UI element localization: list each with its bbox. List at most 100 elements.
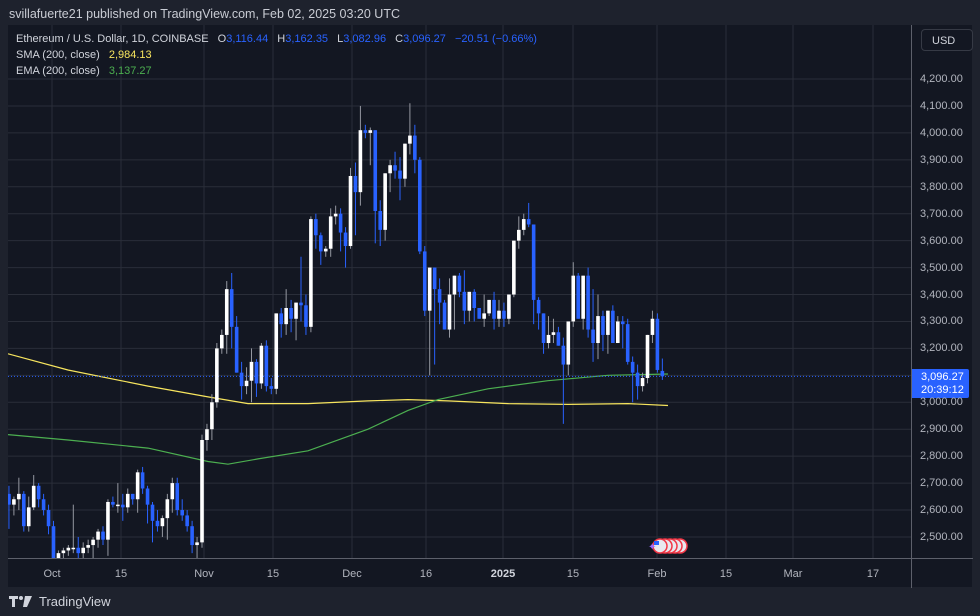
candle[interactable] (403, 143, 407, 187)
candle[interactable] (378, 200, 382, 247)
candle[interactable] (437, 278, 442, 325)
candle[interactable] (660, 358, 665, 380)
candle[interactable] (244, 367, 249, 395)
candle[interactable] (130, 493, 135, 505)
candle[interactable] (8, 485, 11, 529)
candle[interactable] (91, 536, 95, 558)
candle[interactable] (61, 547, 66, 558)
candle[interactable] (333, 205, 338, 225)
candle[interactable] (432, 267, 437, 365)
candle[interactable] (422, 246, 427, 317)
candle[interactable] (309, 216, 313, 333)
candle[interactable] (393, 151, 397, 179)
candle[interactable] (165, 493, 170, 540)
candle[interactable] (507, 294, 511, 325)
candle[interactable] (155, 510, 160, 532)
candle[interactable] (224, 281, 229, 354)
candle[interactable] (348, 167, 353, 249)
candle[interactable] (22, 491, 26, 532)
candle[interactable] (26, 496, 31, 532)
candle[interactable] (650, 310, 655, 344)
candle[interactable] (56, 550, 61, 558)
candle[interactable] (616, 316, 620, 344)
economic-events-icon[interactable]: ✦ (648, 538, 688, 554)
candle[interactable] (210, 394, 214, 440)
candle[interactable] (655, 313, 660, 373)
symbol-legend-row[interactable]: Ethereum / U.S. Dollar, 1D, COINBASE O3,… (16, 31, 537, 47)
currency-button[interactable]: USD (921, 29, 973, 51)
candle[interactable] (571, 262, 576, 327)
tradingview-brand[interactable]: TradingView (9, 594, 111, 609)
candle[interactable] (304, 294, 308, 335)
candle[interactable] (150, 501, 155, 543)
candle[interactable] (343, 227, 348, 268)
candle[interactable] (363, 124, 368, 139)
candle[interactable] (353, 162, 358, 236)
candle[interactable] (383, 173, 387, 241)
candle[interactable] (215, 343, 219, 408)
candle[interactable] (640, 372, 645, 392)
candle[interactable] (220, 329, 224, 354)
candle[interactable] (497, 299, 501, 327)
candle[interactable] (229, 272, 234, 349)
candle[interactable] (274, 313, 279, 395)
candle[interactable] (576, 272, 580, 319)
candle[interactable] (591, 289, 595, 362)
candle[interactable] (175, 477, 180, 516)
candle[interactable] (457, 272, 462, 298)
candle[interactable] (541, 313, 546, 354)
candle[interactable] (645, 334, 650, 384)
candle[interactable] (17, 477, 21, 511)
candle[interactable] (259, 343, 264, 389)
candle[interactable] (145, 485, 150, 524)
candle[interactable] (551, 318, 556, 344)
candle[interactable] (111, 496, 115, 508)
candle[interactable] (190, 520, 194, 554)
candle[interactable] (46, 504, 51, 535)
candle[interactable] (170, 477, 175, 513)
candle[interactable] (630, 356, 635, 403)
candle[interactable] (81, 542, 85, 558)
candle[interactable] (328, 208, 333, 257)
candle[interactable] (319, 232, 323, 265)
candle[interactable] (561, 337, 566, 424)
candle[interactable] (452, 275, 457, 330)
candle[interactable] (249, 348, 254, 403)
price-axis[interactable]: USD 3,096.27 20:39:12 4,200.00 4,100.00 4,… (911, 25, 973, 558)
candle[interactable] (556, 326, 561, 346)
candle[interactable] (625, 318, 630, 365)
candle[interactable] (195, 536, 199, 558)
candle[interactable] (121, 493, 125, 521)
candle[interactable] (116, 483, 120, 513)
candle[interactable] (477, 307, 481, 319)
candle[interactable] (512, 240, 516, 298)
chart-plot-area[interactable]: ✦ Ethereum / U.S. Dollar, 1D, COINBASE O… (8, 25, 911, 558)
candle[interactable] (482, 294, 486, 327)
candle[interactable] (418, 157, 422, 255)
ema-legend-row[interactable]: EMA (200, close) 3,137.27 (16, 63, 537, 79)
candle[interactable] (86, 539, 90, 554)
candle[interactable] (502, 302, 506, 327)
candle[interactable] (566, 321, 571, 376)
candle[interactable] (185, 510, 189, 532)
candle[interactable] (96, 528, 100, 548)
candle[interactable] (531, 224, 536, 325)
candle[interactable] (36, 483, 41, 508)
candle[interactable] (279, 307, 283, 338)
candle[interactable] (294, 302, 298, 341)
candle[interactable] (299, 256, 303, 322)
candle[interactable] (596, 294, 600, 360)
candle[interactable] (586, 267, 590, 338)
candle[interactable] (101, 526, 105, 546)
candle[interactable] (200, 434, 204, 548)
candle[interactable] (140, 466, 145, 494)
candle[interactable] (413, 124, 417, 174)
sma-legend-row[interactable]: SMA (200, close) 2,984.13 (16, 47, 537, 63)
candle[interactable] (388, 159, 392, 193)
candle[interactable] (601, 310, 605, 352)
candle[interactable] (521, 213, 526, 236)
candle[interactable] (106, 499, 110, 556)
candle[interactable] (581, 275, 585, 330)
candle[interactable] (239, 361, 244, 400)
candle[interactable] (323, 246, 328, 257)
